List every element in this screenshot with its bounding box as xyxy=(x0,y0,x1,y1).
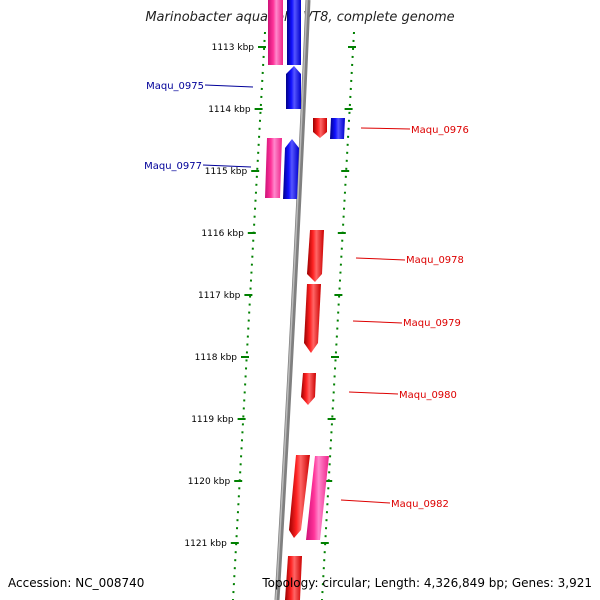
kbp-ticks-right xyxy=(320,46,356,544)
gene-pink-0977[interactable] xyxy=(265,138,282,198)
kbp-label: 1116 kbp xyxy=(201,229,244,239)
gene-maqu-0982[interactable] xyxy=(306,456,329,540)
gene-label-maqu-0975[interactable]: Maqu_0975 xyxy=(146,81,204,92)
gene-label-leaders xyxy=(202,84,411,504)
gene-label-maqu-0982[interactable]: Maqu_0982 xyxy=(391,499,449,510)
gene-features xyxy=(265,0,345,600)
genome-axis-highlight xyxy=(275,0,308,600)
kbp-label: 1118 kbp xyxy=(195,353,238,363)
gene-red-0981[interactable] xyxy=(289,455,310,538)
gene-label-maqu-0976[interactable]: Maqu_0976 xyxy=(411,125,469,136)
kbp-label: 1121 kbp xyxy=(184,539,227,549)
gene-maqu-0976-red[interactable] xyxy=(313,118,327,138)
gene-label-maqu-0979[interactable]: Maqu_0979 xyxy=(403,318,461,329)
kbp-ticks-left xyxy=(230,46,266,544)
gene-maqu-0980[interactable] xyxy=(301,373,316,405)
gene-red-bottom[interactable] xyxy=(285,556,302,600)
kbp-label: 1115 kbp xyxy=(205,167,248,177)
gene-pink-top[interactable] xyxy=(268,0,283,65)
gene-label-maqu-0978[interactable]: Maqu_0978 xyxy=(406,255,464,266)
topology-label: Topology: circular; Length: 4,326,849 bp… xyxy=(262,576,592,590)
gene-maqu-0978[interactable] xyxy=(307,230,324,282)
accession-label: Accession: NC_008740 xyxy=(8,576,145,590)
inner-dotted-track xyxy=(232,31,266,600)
gene-maqu-0975[interactable] xyxy=(286,66,301,109)
kbp-label: 1113 kbp xyxy=(212,43,255,53)
genome-axis xyxy=(274,0,311,600)
outer-dotted-track xyxy=(321,31,355,600)
kbp-label: 1120 kbp xyxy=(188,477,231,487)
gene-maqu-0976-blue[interactable] xyxy=(330,118,345,139)
gene-maqu-0977[interactable] xyxy=(283,139,299,199)
gene-label-maqu-0977[interactable]: Maqu_0977 xyxy=(144,161,202,172)
kbp-label: 1114 kbp xyxy=(208,105,251,115)
gene-labels: Maqu_0975 Maqu_0976 Maqu_0977 Maqu_0978 … xyxy=(144,81,469,510)
kbp-label: 1119 kbp xyxy=(191,415,234,425)
kbp-labels: 1113 kbp 1114 kbp 1115 kbp 1116 kbp 1117 kbp… xyxy=(184,43,254,549)
gene-maqu-0979[interactable] xyxy=(304,284,321,353)
gene-label-maqu-0980[interactable]: Maqu_0980 xyxy=(399,390,457,401)
kbp-label: 1117 kbp xyxy=(198,291,241,301)
gene-blue-top[interactable] xyxy=(287,0,301,65)
